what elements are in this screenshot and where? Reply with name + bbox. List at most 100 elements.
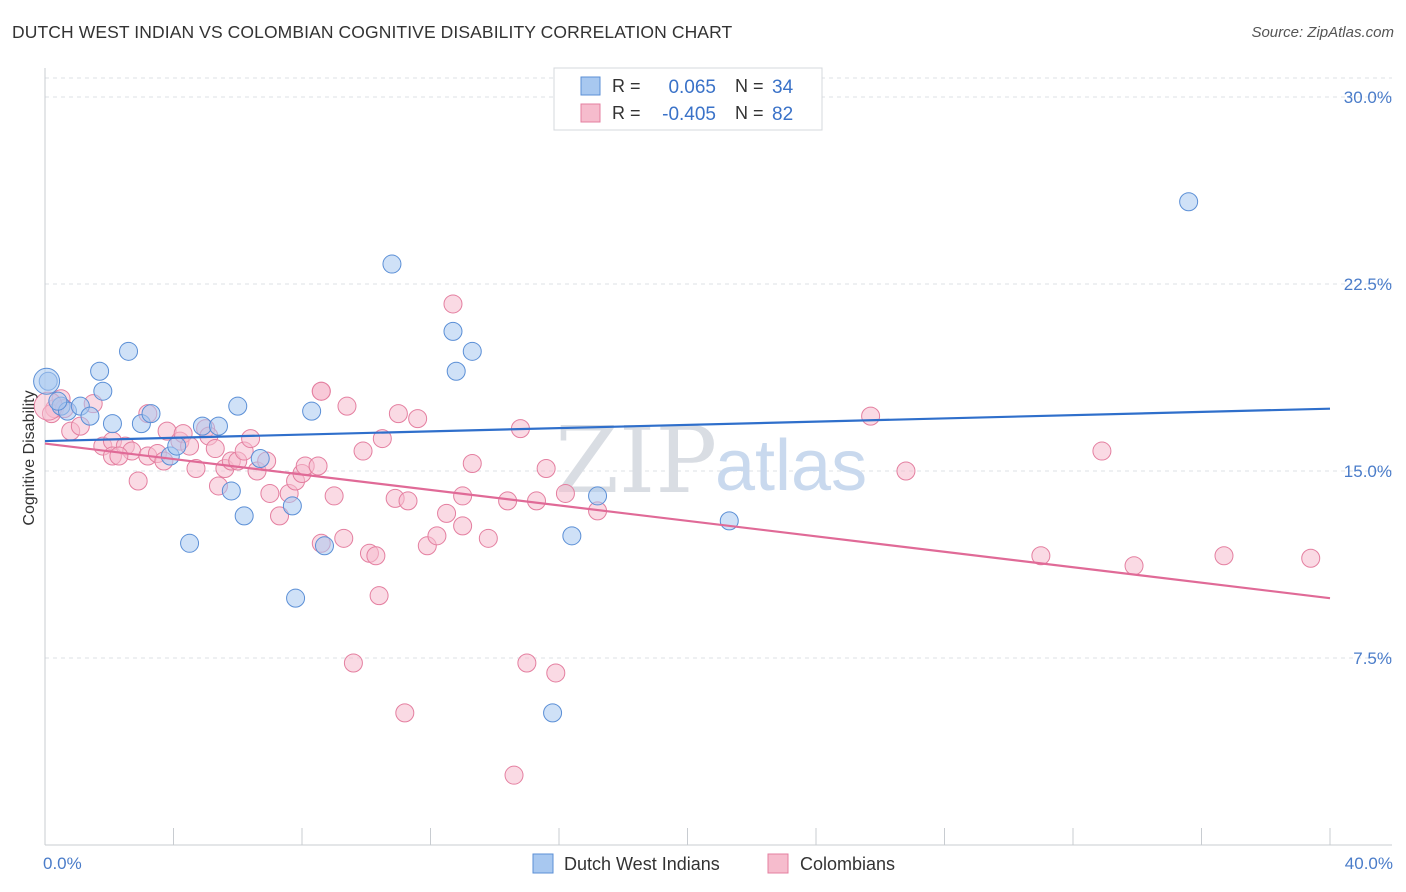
- y-tick-label: 15.0%: [1344, 462, 1392, 481]
- legend-r-label-2: R =: [612, 103, 641, 123]
- dutch-point: [302, 401, 322, 421]
- legend-swatch-pink: [580, 103, 601, 123]
- colombian-point: [896, 461, 916, 481]
- colombian-point: [353, 441, 373, 461]
- colombian-point: [369, 586, 389, 606]
- dutch-point: [588, 486, 608, 506]
- dutch-point: [382, 254, 402, 274]
- dutch-point: [141, 404, 161, 424]
- dutch-point: [314, 536, 334, 556]
- colombian-point: [395, 703, 415, 723]
- colombian-point: [308, 456, 328, 476]
- y-tick-label: 7.5%: [1353, 649, 1392, 668]
- colombian-point: [546, 663, 566, 683]
- dutch-point: [443, 321, 463, 341]
- colombian-point: [334, 528, 354, 548]
- colombian-point: [186, 459, 206, 479]
- y-axis-title: Cognitive Disability: [21, 390, 38, 525]
- source-label: Source: ZipAtlas.com: [1251, 24, 1394, 41]
- dutch-point-large: [33, 367, 61, 395]
- legend-bottom-swatch-pink: [767, 853, 789, 874]
- y-tick-label: 22.5%: [1344, 275, 1392, 294]
- legend-n-value-1: 34: [772, 77, 794, 98]
- colombian-point: [555, 483, 575, 503]
- colombian-point: [388, 404, 408, 424]
- trend-line-colombians: [44, 442, 1331, 600]
- colombian-point: [504, 765, 524, 785]
- dutch-point: [543, 703, 563, 723]
- colombian-point: [1124, 556, 1144, 576]
- x-tick-label: 0.0%: [43, 854, 82, 873]
- chart-title: DUTCH WEST INDIAN VS COLOMBIAN COGNITIVE…: [12, 22, 733, 42]
- legend-bottom-swatch-blue: [532, 853, 554, 874]
- legend-r-value-2: -0.405: [662, 104, 716, 125]
- dutch-point: [80, 406, 100, 426]
- legend-r-label-1: R =: [612, 76, 641, 96]
- dutch-point: [208, 416, 228, 436]
- dutch-point: [562, 526, 582, 546]
- colombian-point: [128, 471, 148, 491]
- colombian-point: [1214, 546, 1234, 566]
- dutch-point: [250, 449, 270, 469]
- dutch-point: [48, 391, 68, 411]
- dutch-point: [282, 496, 302, 516]
- colombian-point: [517, 653, 537, 673]
- colombians-points: [33, 294, 1321, 785]
- dutch-point: [180, 533, 200, 553]
- colombian-point: [427, 526, 447, 546]
- watermark-zip: ZIP: [555, 407, 717, 514]
- dutch-point: [90, 361, 110, 381]
- colombian-point: [372, 429, 392, 449]
- legend-r-value-1: 0.065: [668, 77, 716, 98]
- colombian-point: [109, 446, 129, 466]
- colombian-point: [324, 486, 344, 506]
- colombian-point: [408, 409, 428, 429]
- colombian-point: [1301, 548, 1321, 568]
- dutch-point: [228, 396, 248, 416]
- colombian-point: [260, 483, 280, 503]
- colombian-point: [205, 439, 225, 459]
- trend-line-dutch: [44, 407, 1331, 443]
- dutch-point: [167, 436, 187, 456]
- colombian-point: [241, 429, 261, 449]
- legend-bottom: Dutch West Indians Colombians: [532, 853, 895, 874]
- colombian-point: [311, 381, 331, 401]
- colombian-point: [453, 486, 473, 506]
- colombian-point: [343, 653, 363, 673]
- dutch-west-indians-points: [33, 192, 1199, 723]
- legend-n-value-2: 82: [772, 104, 793, 125]
- dutch-point: [462, 341, 482, 361]
- colombian-point: [443, 294, 463, 314]
- axes: [44, 68, 1392, 846]
- legend-n-label-2: N =: [735, 103, 764, 123]
- watermark: ZIP atlas: [555, 407, 867, 514]
- tick-labels: 7.5% 15.0% 22.5% 30.0% 0.0% 40.0%: [43, 88, 1393, 873]
- legend-n-label-1: N =: [735, 76, 764, 96]
- legend-swatch-blue: [580, 76, 601, 96]
- gridlines: [45, 77, 1392, 659]
- legend-bottom-label-dutch: Dutch West Indians: [564, 854, 720, 874]
- colombian-point: [1031, 546, 1051, 566]
- dutch-point: [221, 481, 241, 501]
- dutch-point: [446, 361, 466, 381]
- colombian-point: [398, 491, 418, 511]
- colombian-point: [437, 503, 457, 523]
- colombian-point: [337, 396, 357, 416]
- dutch-point: [234, 506, 254, 526]
- dutch-point: [1179, 192, 1199, 212]
- dutch-point: [102, 414, 122, 434]
- colombian-point: [861, 406, 881, 426]
- colombian-point: [478, 528, 498, 548]
- colombian-point: [1092, 441, 1112, 461]
- dutch-point: [93, 381, 113, 401]
- x-tick-label: 40.0%: [1345, 854, 1393, 873]
- trend-lines: [44, 407, 1331, 600]
- dutch-point: [119, 341, 139, 361]
- dutch-point: [286, 588, 306, 608]
- colombian-point: [270, 506, 290, 526]
- legend-top: R = 0.065 N = 34 R = -0.405 N = 82: [553, 67, 823, 131]
- colombian-point: [462, 454, 482, 474]
- legend-bottom-label-colombians: Colombians: [800, 854, 895, 874]
- dutch-point: [192, 416, 212, 436]
